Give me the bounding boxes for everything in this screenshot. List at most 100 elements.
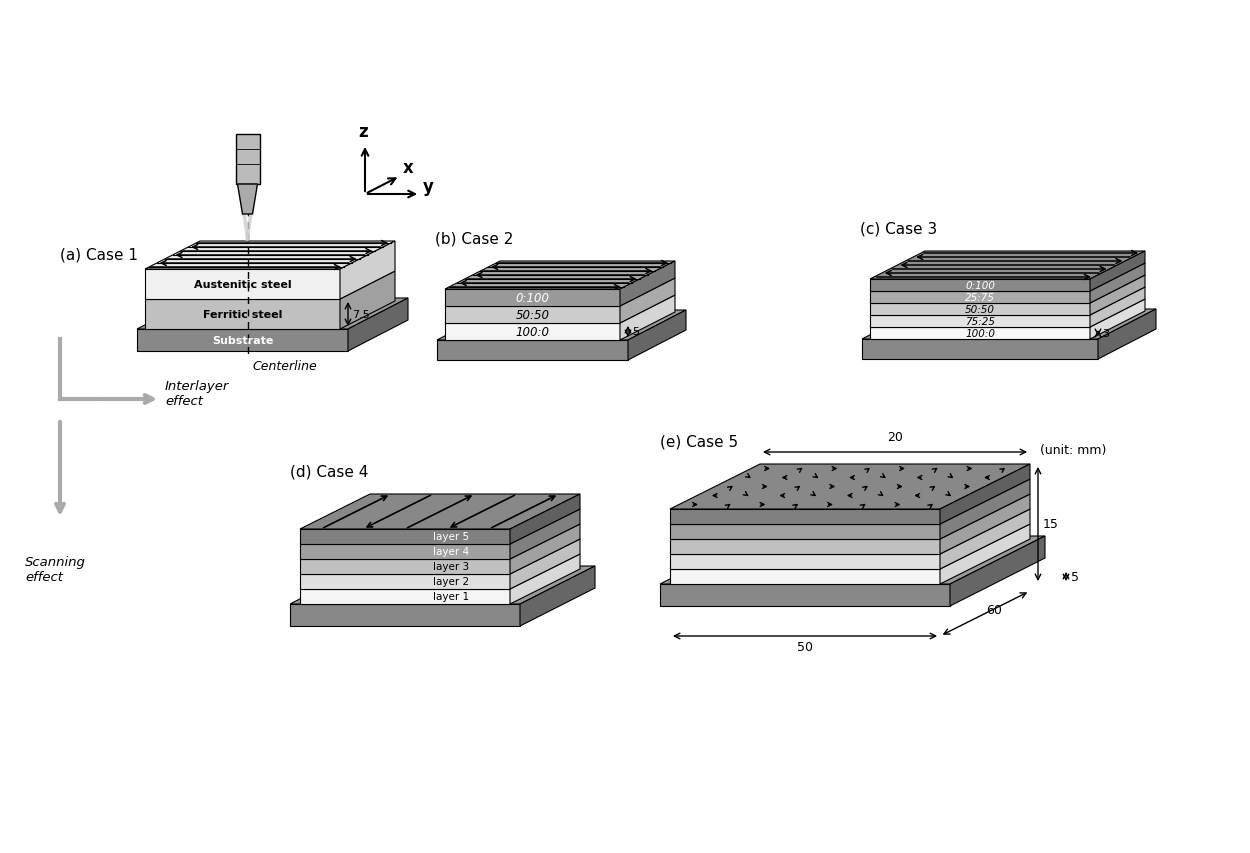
Polygon shape [670,525,1030,569]
Text: Centerline: Centerline [253,360,318,373]
Polygon shape [438,310,686,340]
Polygon shape [940,509,1030,569]
Text: Interlayer
effect: Interlayer effect [165,380,230,408]
Polygon shape [950,537,1045,606]
Polygon shape [870,287,1145,316]
Text: 15: 15 [1042,518,1059,531]
Polygon shape [1090,299,1145,339]
Text: Austenitic steel: Austenitic steel [194,280,291,290]
Polygon shape [670,509,1030,554]
Polygon shape [290,604,520,626]
Polygon shape [870,316,1090,328]
Polygon shape [145,272,395,299]
Polygon shape [870,299,1145,328]
Polygon shape [300,530,510,544]
Polygon shape [445,279,675,306]
Text: (c) Case 3: (c) Case 3 [860,222,938,237]
Polygon shape [940,479,1030,539]
Polygon shape [670,509,940,525]
Text: 20: 20 [888,431,902,444]
Polygon shape [138,329,348,351]
Polygon shape [870,276,1145,304]
Text: Ferritic steel: Ferritic steel [202,310,282,320]
Text: (a) Case 1: (a) Case 1 [60,247,138,263]
Text: layer 5: layer 5 [434,532,469,542]
Polygon shape [670,479,1030,525]
Polygon shape [138,299,408,329]
Polygon shape [445,323,620,340]
Polygon shape [300,574,510,589]
Polygon shape [510,554,580,604]
Text: x: x [402,159,414,177]
Text: 75:25: 75:25 [965,316,995,327]
Polygon shape [862,310,1156,339]
Polygon shape [290,566,595,604]
Polygon shape [628,310,686,361]
Polygon shape [510,539,580,589]
Polygon shape [620,279,675,323]
Polygon shape [340,272,395,329]
Text: 100:0: 100:0 [515,326,550,339]
Polygon shape [520,566,595,626]
Polygon shape [940,495,1030,554]
Polygon shape [300,525,580,560]
Polygon shape [445,262,675,290]
Polygon shape [870,252,1145,280]
Text: (b) Case 2: (b) Case 2 [435,232,514,247]
Polygon shape [238,185,258,215]
Polygon shape [670,495,1030,539]
Polygon shape [620,296,675,340]
Text: Scanning
effect: Scanning effect [25,555,86,583]
Text: 25:75: 25:75 [965,293,995,303]
Polygon shape [438,340,628,361]
Polygon shape [300,544,510,560]
Polygon shape [1098,310,1156,360]
Polygon shape [300,554,580,589]
Polygon shape [660,584,950,606]
Text: layer 2: layer 2 [434,577,469,587]
Text: y: y [422,177,434,196]
Polygon shape [660,537,1045,584]
Polygon shape [870,292,1090,304]
Text: 50: 50 [798,641,812,653]
Polygon shape [870,328,1090,339]
Polygon shape [145,270,340,299]
Text: (e) Case 5: (e) Case 5 [660,434,739,450]
Polygon shape [870,304,1090,316]
Polygon shape [348,299,408,351]
Polygon shape [670,525,940,539]
Text: (d) Case 4: (d) Case 4 [290,464,369,479]
Polygon shape [145,299,340,329]
Polygon shape [862,339,1098,360]
Polygon shape [235,135,260,185]
Text: 0:100: 0:100 [965,281,995,291]
Text: 5: 5 [1071,571,1079,583]
Text: z: z [357,123,367,141]
Text: 50:50: 50:50 [515,309,550,322]
Text: layer 3: layer 3 [434,562,469,572]
Polygon shape [870,280,1090,292]
Polygon shape [300,589,510,604]
Text: 100:0: 100:0 [965,328,995,339]
Polygon shape [670,569,940,584]
Polygon shape [870,264,1145,292]
Text: Substrate: Substrate [211,335,274,345]
Polygon shape [300,539,580,574]
Polygon shape [445,290,620,306]
Polygon shape [1090,252,1145,292]
Polygon shape [340,241,395,299]
Polygon shape [670,464,1030,509]
Text: layer 4: layer 4 [434,547,469,557]
Polygon shape [940,464,1030,525]
Text: 7.5: 7.5 [352,310,370,320]
Polygon shape [300,495,580,530]
Text: 0:100: 0:100 [515,292,550,305]
Polygon shape [510,525,580,574]
Polygon shape [670,554,940,569]
Polygon shape [620,262,675,306]
Polygon shape [300,560,510,574]
Text: (unit: mm): (unit: mm) [1040,444,1106,457]
Polygon shape [145,241,395,270]
Polygon shape [510,495,580,544]
Text: 5: 5 [632,327,639,337]
